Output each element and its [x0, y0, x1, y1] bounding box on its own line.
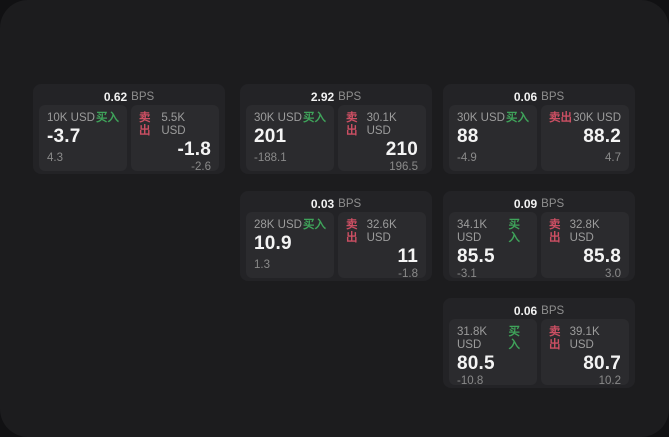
- sell-price: 11: [397, 246, 418, 267]
- quote-panes: 28K USD 买入 10.9 1.3 卖出 32.6K USD 11 -1.8: [246, 212, 426, 280]
- sell-change: -2.6: [191, 161, 211, 173]
- bps-value: 2.92: [310, 89, 335, 104]
- sell-change: 196.5: [389, 161, 418, 173]
- buy-amount: 30K USD: [457, 112, 505, 124]
- sell-amount: 32.8K USD: [569, 219, 600, 244]
- sell-amount: 30K USD: [573, 112, 621, 124]
- buy-amount: 34.1K USD: [457, 219, 488, 244]
- quote-card: 2.92 BPS 30K USD 买入 201 -188.1 卖出 30.1K …: [240, 84, 432, 174]
- buy-panel[interactable]: 30K USD 买入 88 -4.9: [449, 105, 537, 171]
- bps-unit: BPS: [541, 90, 565, 103]
- sell-side-label: 卖出: [346, 112, 358, 137]
- buy-price: 80.5: [457, 353, 495, 374]
- buy-panel[interactable]: 10K USD 买入 -3.7 4.3: [39, 105, 127, 171]
- buy-side-label: 买入: [508, 326, 520, 351]
- bps-unit: BPS: [131, 90, 155, 103]
- sell-change: -1.8: [398, 268, 418, 280]
- buy-amount: 31.8K USD: [457, 326, 488, 351]
- buy-price: 201: [254, 126, 287, 147]
- bps-unit: BPS: [541, 304, 565, 317]
- bps-value: 0.06: [513, 303, 538, 318]
- buy-panel[interactable]: 31.8K USD 买入 80.5 -10.8: [449, 319, 537, 387]
- buy-side-label: 买入: [303, 112, 326, 124]
- buy-side-label: 买入: [508, 219, 520, 244]
- buy-change: -3.1: [457, 268, 477, 280]
- buy-side-label: 买入: [506, 112, 529, 124]
- sell-price: -1.8: [177, 139, 211, 160]
- quote-card: 0.06 BPS 31.8K USD 买入 80.5 -10.8 卖出 39.1…: [443, 298, 635, 388]
- sell-amount: 39.1K USD: [569, 326, 600, 351]
- bps-header: 0.09 BPS: [449, 195, 629, 212]
- sell-price: 88.2: [583, 126, 621, 147]
- sell-price: 80.7: [583, 353, 621, 374]
- sell-panel[interactable]: 卖出 32.8K USD 85.8 3.0: [541, 212, 629, 280]
- quote-card: 0.09 BPS 34.1K USD 买入 85.5 -3.1 卖出 32.8K…: [443, 191, 635, 281]
- sell-panel[interactable]: 卖出 39.1K USD 80.7 10.2: [541, 319, 629, 387]
- quote-panes: 34.1K USD 买入 85.5 -3.1 卖出 32.8K USD 85.8…: [449, 212, 629, 280]
- sell-side-label: 卖出: [549, 112, 572, 124]
- sell-price: 85.8: [583, 246, 621, 267]
- bps-header: 0.06 BPS: [449, 302, 629, 319]
- quote-card: 0.62 BPS 10K USD 买入 -3.7 4.3 卖出 5.5K USD…: [33, 84, 225, 174]
- sell-side-label: 卖出: [346, 219, 358, 244]
- quote-panes: 30K USD 买入 88 -4.9 卖出 30K USD 88.2 4.7: [449, 105, 629, 171]
- quote-card: 0.03 BPS 28K USD 买入 10.9 1.3 卖出 32.6K US…: [240, 191, 432, 281]
- buy-amount: 10K USD: [47, 112, 95, 124]
- buy-price: -3.7: [47, 126, 81, 147]
- buy-change: -10.8: [457, 375, 484, 387]
- sell-price: 210: [385, 139, 418, 160]
- sell-panel[interactable]: 卖出 30K USD 88.2 4.7: [541, 105, 629, 171]
- bps-unit: BPS: [338, 197, 362, 210]
- bps-value: 0.62: [103, 89, 128, 104]
- buy-side-label: 买入: [96, 112, 119, 124]
- buy-price: 10.9: [254, 233, 292, 254]
- bps-unit: BPS: [541, 197, 565, 210]
- bps-header: 0.06 BPS: [449, 88, 629, 105]
- bps-header: 2.92 BPS: [246, 88, 426, 105]
- quote-card: 0.06 BPS 30K USD 买入 88 -4.9 卖出 30K USD 8…: [443, 84, 635, 174]
- sell-panel[interactable]: 卖出 32.6K USD 11 -1.8: [338, 212, 426, 280]
- buy-price: 85.5: [457, 246, 495, 267]
- sell-amount: 5.5K USD: [161, 112, 186, 137]
- quote-panes: 10K USD 买入 -3.7 4.3 卖出 5.5K USD -1.8 -2.…: [39, 105, 219, 173]
- bps-value: 0.06: [513, 89, 538, 104]
- sell-panel[interactable]: 卖出 30.1K USD 210 196.5: [338, 105, 426, 173]
- sell-amount: 30.1K USD: [366, 112, 397, 137]
- quote-panes: 30K USD 买入 201 -188.1 卖出 30.1K USD 210 1…: [246, 105, 426, 173]
- buy-panel[interactable]: 30K USD 买入 201 -188.1: [246, 105, 334, 171]
- bps-header: 0.62 BPS: [39, 88, 219, 105]
- buy-change: -188.1: [254, 152, 287, 164]
- quote-panes: 31.8K USD 买入 80.5 -10.8 卖出 39.1K USD 80.…: [449, 319, 629, 387]
- buy-change: 4.3: [47, 152, 63, 164]
- buy-panel[interactable]: 34.1K USD 买入 85.5 -3.1: [449, 212, 537, 280]
- sell-panel[interactable]: 卖出 5.5K USD -1.8 -2.6: [131, 105, 219, 173]
- buy-price: 88: [457, 126, 479, 147]
- sell-change: 4.7: [605, 152, 621, 164]
- bps-header: 0.03 BPS: [246, 195, 426, 212]
- sell-side-label: 卖出: [139, 112, 151, 137]
- sell-side-label: 卖出: [549, 219, 561, 244]
- bps-value: 0.03: [310, 196, 335, 211]
- buy-amount: 30K USD: [254, 112, 302, 124]
- buy-change: 1.3: [254, 259, 270, 271]
- sell-change: 3.0: [605, 268, 621, 280]
- bps-value: 0.09: [513, 196, 538, 211]
- bps-unit: BPS: [338, 90, 362, 103]
- buy-side-label: 买入: [303, 219, 326, 231]
- buy-amount: 28K USD: [254, 219, 302, 231]
- buy-panel[interactable]: 28K USD 买入 10.9 1.3: [246, 212, 334, 278]
- sell-change: 10.2: [598, 375, 621, 387]
- buy-change: -4.9: [457, 152, 477, 164]
- sell-side-label: 卖出: [549, 326, 561, 351]
- sell-amount: 32.6K USD: [366, 219, 397, 244]
